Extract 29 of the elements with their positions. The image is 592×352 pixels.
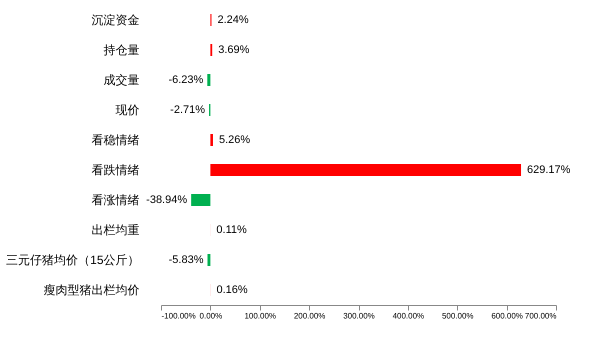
x-tick-label: 200.00%	[294, 312, 326, 320]
y-tick-label: 出栏均重	[92, 223, 140, 237]
x-tick-label: -100.00%	[162, 312, 196, 320]
y-tick-label: 瘦肉型猪出栏均价	[44, 283, 140, 297]
data-label: 0.16%	[216, 284, 248, 296]
x-tick-label: 700.00%	[524, 312, 556, 320]
data-label: -38.94%	[146, 194, 188, 206]
data-label: 2.24%	[217, 14, 249, 26]
y-tick-label: 沉淀资金	[92, 13, 140, 27]
y-tick-label: 看稳情绪	[92, 133, 140, 147]
data-label: 629.17%	[527, 164, 571, 176]
x-tick-label: 600.00%	[491, 312, 523, 320]
data-label: -5.83%	[168, 254, 204, 266]
x-tick-label: 500.00%	[442, 312, 474, 320]
x-tick-label: 400.00%	[392, 312, 424, 320]
data-label: 3.69%	[218, 44, 250, 56]
x-tick-label: 300.00%	[343, 312, 375, 320]
y-tick-label: 三元仔猪均价（15公斤）	[6, 253, 140, 267]
y-tick-label: 现价	[116, 103, 140, 117]
y-tick-label: 看跌情绪	[92, 163, 140, 177]
data-label: 0.11%	[216, 224, 248, 236]
x-tick-label: 0.00%	[200, 312, 222, 320]
x-tick-label: 100.00%	[244, 312, 276, 320]
data-label: 5.26%	[218, 134, 250, 146]
data-label: -2.71%	[170, 104, 206, 116]
data-label: -6.23%	[168, 74, 204, 86]
y-tick-label: 持仓量	[104, 43, 140, 57]
y-tick-label: 看涨情绪	[92, 193, 140, 207]
y-tick-label: 成交量	[104, 73, 140, 87]
